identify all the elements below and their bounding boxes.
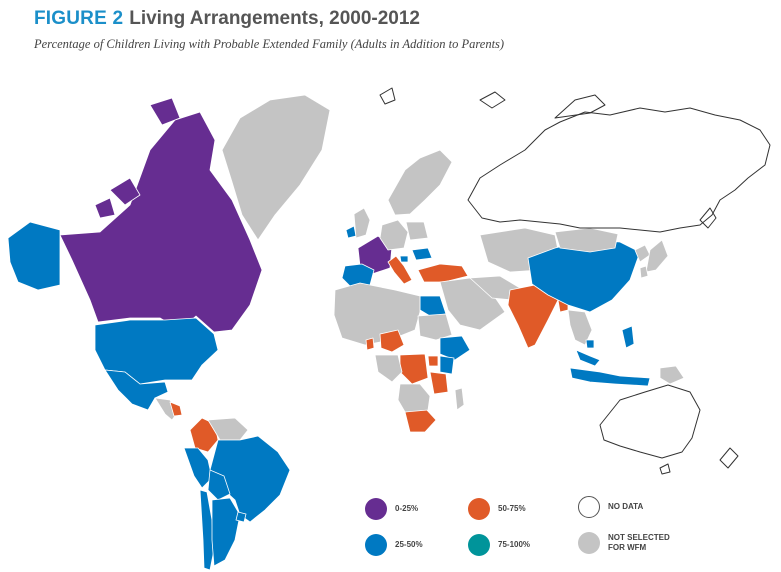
region-canada-1 <box>59 111 263 333</box>
legend-item-50-75: 50-75% <box>468 498 526 520</box>
region-nicaragua <box>169 401 183 417</box>
legend-swatch-75-100 <box>468 534 490 556</box>
legend-item-no-data: NO DATA <box>578 496 643 518</box>
region-south-korea <box>639 265 649 279</box>
region-outline-australia <box>599 384 701 459</box>
region-egypt <box>419 295 447 317</box>
region-slovenia <box>399 255 409 263</box>
region-north-africa-2 <box>417 313 453 341</box>
region-spain <box>341 263 375 287</box>
legend-item-75-100: 75-100% <box>468 534 530 556</box>
region-bolivia <box>207 469 231 501</box>
legend-label-0-25: 0-25% <box>395 504 419 513</box>
region-outline-tasmania <box>659 463 671 475</box>
region-outline-new-zealand <box>719 447 739 469</box>
region-southeast-asia-1 <box>567 309 593 346</box>
region-scandinavia <box>387 149 453 216</box>
region-germany <box>379 219 409 251</box>
region-ethiopia <box>439 335 471 361</box>
region-venezuela <box>207 417 249 441</box>
region-turkey <box>417 263 469 283</box>
legend-swatch-0-25 <box>365 498 387 520</box>
region-outline-japan-north <box>699 207 717 229</box>
region-papua-new-guinea <box>659 365 685 385</box>
legend-label-25-50: 25-50% <box>395 540 423 549</box>
region-ghana <box>365 337 375 351</box>
legend-label-not-selected: NOT SELECTED FOR WFM <box>608 533 670 552</box>
region-ireland <box>345 225 357 239</box>
figure-title: Living Arrangements, 2000-2012 <box>129 8 420 29</box>
region-hungary <box>411 247 433 261</box>
legend-label-75-100: 75-100% <box>498 540 531 549</box>
legend-item-25-50: 25-50% <box>365 534 423 556</box>
legend-swatch-25-50 <box>365 534 387 556</box>
region-argentina <box>211 497 241 567</box>
region-southern-africa-2 <box>454 387 465 411</box>
region-tanzania <box>429 371 449 395</box>
region-southern-africa-1 <box>397 383 431 413</box>
region-outline-svalbard <box>479 91 506 109</box>
region-canada-2 <box>109 177 141 206</box>
region-cambodia <box>585 339 595 349</box>
region-philippines <box>621 325 635 349</box>
legend-label-no-data: NO DATA <box>608 502 644 511</box>
region-outline-russia-north-islands <box>554 94 606 119</box>
region-outline-canada-north-islands-hint <box>379 87 396 105</box>
region-italy <box>387 255 413 285</box>
region-poland <box>405 221 429 241</box>
region-southern-africa-3 <box>374 354 403 383</box>
region-north-africa-1 <box>333 282 421 346</box>
figure-subtitle: Percentage of Children Living with Proba… <box>34 37 505 51</box>
figure-label: FIGURE 2 <box>34 8 124 29</box>
region-nigeria <box>379 329 405 353</box>
region-peru <box>183 447 213 489</box>
legend-swatch-50-75 <box>468 498 490 520</box>
region-mexico <box>104 369 169 411</box>
region-uruguay <box>235 511 247 523</box>
region-chile <box>199 489 215 571</box>
region-alaska-united-states <box>7 221 61 291</box>
region-outline-russia <box>467 107 771 233</box>
region-canada-4 <box>149 97 181 126</box>
region-dr-congo <box>399 353 429 385</box>
legend-item-not-selected: NOT SELECTED FOR WFM <box>578 532 670 554</box>
region-united-kingdom <box>353 207 371 239</box>
region-malaysia <box>575 349 601 367</box>
legend-swatch-no-data <box>578 496 600 518</box>
legend-swatch-not-selected <box>578 532 600 554</box>
region-canada-3 <box>94 197 116 219</box>
figure-header: FIGURE 2 Living Arrangements, 2000-2012 <box>34 8 420 30</box>
region-kenya <box>439 355 455 375</box>
legend-item-0-25: 0-25% <box>365 498 418 520</box>
region-uganda <box>427 355 439 367</box>
region-indonesia <box>569 367 651 387</box>
region-japan <box>645 239 669 273</box>
region-mongolia <box>554 227 619 253</box>
region-greenland <box>221 94 331 241</box>
legend-label-50-75: 50-75% <box>498 504 526 513</box>
